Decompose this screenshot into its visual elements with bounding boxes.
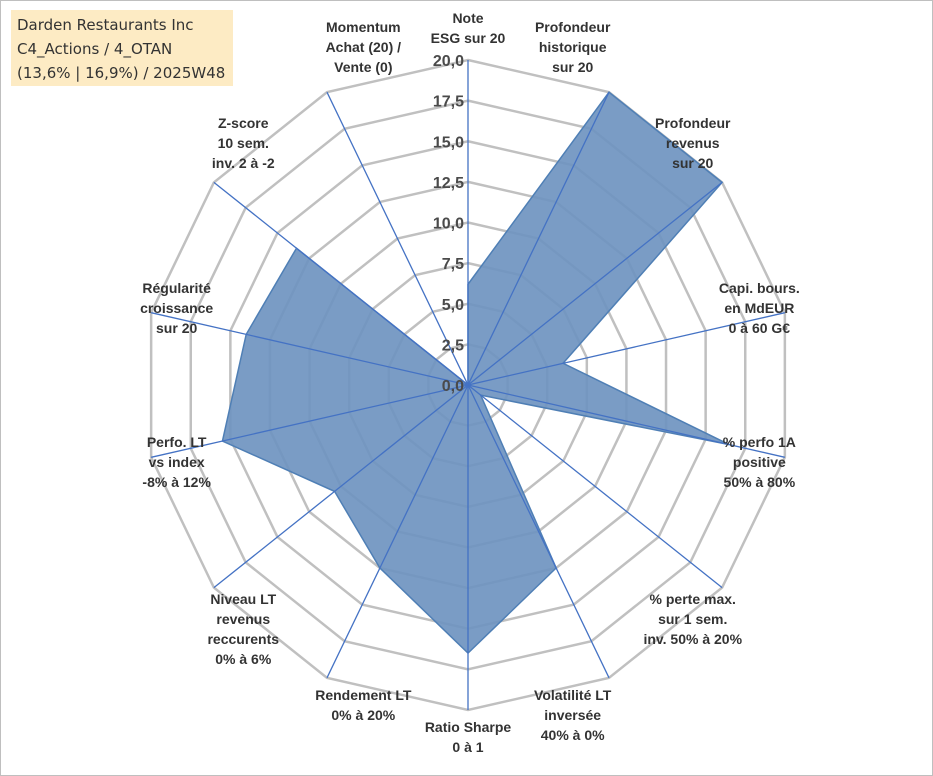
- spoke-6: [467, 384, 610, 679]
- radar-axis-labels: Note ESG sur 20 Profondeur historique sur 20…: [140, 10, 800, 755]
- series-area: [221, 91, 730, 655]
- radar-spokes: [151, 60, 785, 710]
- radar-tick-labels: 0,0 2,5 5,0 7,5 10,0 12,5 15,0 17,5 20,0: [433, 53, 464, 395]
- radar-series: [221, 91, 730, 655]
- chart-title-box: Darden Restaurants Inc C4_Actions / 4_OT…: [11, 10, 233, 86]
- tick-label: 15,0: [433, 134, 464, 151]
- axis-label-7: Ratio Sharpe 0 à 1: [425, 719, 512, 755]
- axis-label-12: Z-score 10 sem. inv. 2 à -2: [212, 115, 275, 171]
- tick-label: 7,5: [442, 256, 464, 273]
- axis-label-5: % perte max. sur 1 sem. inv. 50% à 20%: [643, 591, 742, 647]
- axis-label-8: Rendement LT 0% à 20%: [315, 687, 412, 723]
- tick-label: 5,0: [442, 297, 464, 314]
- spoke-12: [213, 181, 469, 386]
- axis-label-10: Perfo. LT vs index -8% à 12%: [142, 434, 211, 490]
- title-company: Darden Restaurants Inc: [17, 16, 194, 34]
- spoke-13: [326, 91, 469, 386]
- spoke-11: [151, 312, 469, 386]
- spoke-4: [467, 384, 785, 458]
- axis-label-1: Profondeur historique sur 20: [535, 19, 611, 75]
- axis-label-2: Profondeur revenus sur 20: [655, 115, 731, 171]
- title-stats: (13,6% | 16,9%) / 2025W48: [17, 64, 226, 82]
- title-category: C4_Actions / 4_OTAN: [17, 40, 173, 58]
- tick-label: 12,5: [433, 175, 464, 192]
- spoke-10: [151, 384, 469, 458]
- axis-label-11: Régularité croissance sur 20: [140, 280, 213, 336]
- spoke-9: [213, 384, 469, 589]
- axis-label-9: Niveau LT revenus reccurents 0% à 6%: [207, 591, 279, 667]
- spoke-2: [467, 181, 723, 386]
- axis-label-3: Capi. bours. en MdEUR 0 à 60 G€: [719, 280, 800, 336]
- axis-label-0: Note ESG sur 20: [431, 10, 506, 46]
- tick-label: 20,0: [433, 53, 464, 70]
- spoke-5: [467, 384, 723, 589]
- axis-label-13: Momentum Achat (20) / Vente (0): [326, 19, 402, 75]
- tick-label: 2,5: [442, 337, 464, 354]
- tick-label: 10,0: [433, 216, 464, 233]
- spoke-1: [467, 91, 610, 386]
- spoke-3: [467, 312, 785, 386]
- axis-label-4: % perfo 1A positive 50% à 80%: [723, 434, 796, 490]
- axis-label-6: Volatilité LT inversée 40% à 0%: [534, 687, 612, 743]
- tick-label: 17,5: [433, 94, 464, 111]
- tick-label: 0,0: [442, 378, 464, 395]
- spoke-8: [326, 384, 469, 679]
